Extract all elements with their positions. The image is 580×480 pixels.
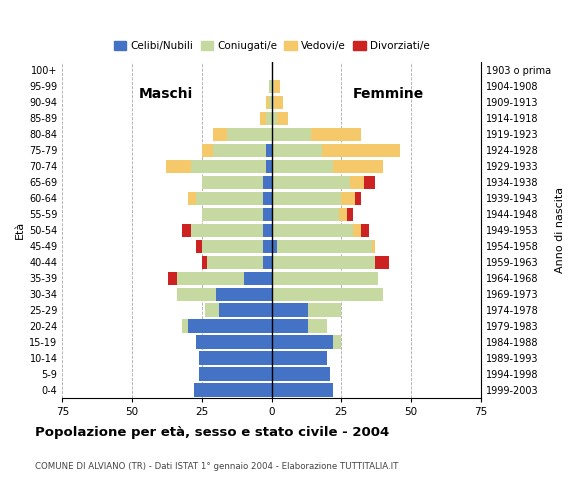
Bar xyxy=(194,384,271,396)
Text: Popolazione per età, sesso e stato civile - 2004: Popolazione per età, sesso e stato civil… xyxy=(35,426,389,439)
Bar xyxy=(166,160,191,173)
Bar xyxy=(202,176,263,189)
Bar xyxy=(271,351,328,365)
Bar xyxy=(216,288,271,300)
Bar xyxy=(364,176,375,189)
Bar xyxy=(271,320,308,333)
Bar xyxy=(263,192,271,204)
Bar xyxy=(266,112,271,125)
Bar xyxy=(263,224,271,237)
Bar xyxy=(177,288,216,300)
Bar xyxy=(271,336,333,348)
Bar xyxy=(196,240,202,252)
Bar xyxy=(263,207,271,221)
Bar xyxy=(271,240,277,252)
Bar xyxy=(339,207,347,221)
Bar xyxy=(213,144,266,157)
Bar xyxy=(227,128,271,141)
Bar xyxy=(208,255,263,269)
Bar xyxy=(277,240,372,252)
Bar xyxy=(342,192,356,204)
Bar xyxy=(205,303,219,317)
Bar xyxy=(372,240,375,252)
Bar xyxy=(199,367,271,381)
Bar xyxy=(263,240,271,252)
Bar xyxy=(213,128,227,141)
Bar xyxy=(199,351,271,365)
Bar xyxy=(182,224,191,237)
Bar xyxy=(271,176,350,189)
Bar xyxy=(271,224,353,237)
Bar xyxy=(322,144,400,157)
Y-axis label: Età: Età xyxy=(15,221,25,239)
Bar xyxy=(375,255,389,269)
Bar xyxy=(356,192,361,204)
Bar xyxy=(333,336,342,348)
Bar xyxy=(202,240,263,252)
Bar xyxy=(308,320,328,333)
Bar xyxy=(188,320,271,333)
Bar xyxy=(263,255,271,269)
Bar xyxy=(311,128,361,141)
Bar xyxy=(271,288,383,300)
Bar xyxy=(308,303,342,317)
Bar xyxy=(333,160,383,173)
Bar xyxy=(168,272,177,285)
Bar xyxy=(274,96,283,109)
Text: COMUNE DI ALVIANO (TR) - Dati ISTAT 1° gennaio 2004 - Elaborazione TUTTITALIA.IT: COMUNE DI ALVIANO (TR) - Dati ISTAT 1° g… xyxy=(35,462,398,471)
Bar xyxy=(188,192,196,204)
Bar xyxy=(219,303,271,317)
Bar xyxy=(271,144,322,157)
Bar xyxy=(347,207,353,221)
Bar xyxy=(353,224,361,237)
Bar xyxy=(271,384,333,396)
Bar xyxy=(196,192,263,204)
Y-axis label: Anno di nascita: Anno di nascita xyxy=(555,187,565,273)
Bar xyxy=(361,224,369,237)
Bar xyxy=(271,207,339,221)
Bar xyxy=(177,272,244,285)
Bar xyxy=(271,192,342,204)
Bar xyxy=(277,112,288,125)
Bar xyxy=(269,80,271,93)
Bar xyxy=(271,367,330,381)
Bar xyxy=(202,207,263,221)
Bar xyxy=(271,128,311,141)
Bar xyxy=(191,224,263,237)
Bar xyxy=(350,176,364,189)
Bar xyxy=(196,336,271,348)
Text: Femmine: Femmine xyxy=(353,87,425,101)
Bar xyxy=(271,112,277,125)
Bar xyxy=(182,320,188,333)
Bar xyxy=(271,160,333,173)
Bar xyxy=(271,255,375,269)
Bar xyxy=(202,144,213,157)
Bar xyxy=(266,160,271,173)
Bar xyxy=(271,272,378,285)
Bar xyxy=(271,303,308,317)
Bar xyxy=(266,144,271,157)
Bar xyxy=(191,160,266,173)
Text: Maschi: Maschi xyxy=(139,87,193,101)
Bar xyxy=(274,80,280,93)
Bar xyxy=(271,80,274,93)
Bar xyxy=(266,96,269,109)
Bar xyxy=(244,272,271,285)
Bar xyxy=(202,255,208,269)
Bar xyxy=(269,96,271,109)
Legend: Celibi/Nubili, Coniugati/e, Vedovi/e, Divorziati/e: Celibi/Nubili, Coniugati/e, Vedovi/e, Di… xyxy=(110,37,434,56)
Bar xyxy=(260,112,266,125)
Bar xyxy=(271,96,274,109)
Bar xyxy=(263,176,271,189)
